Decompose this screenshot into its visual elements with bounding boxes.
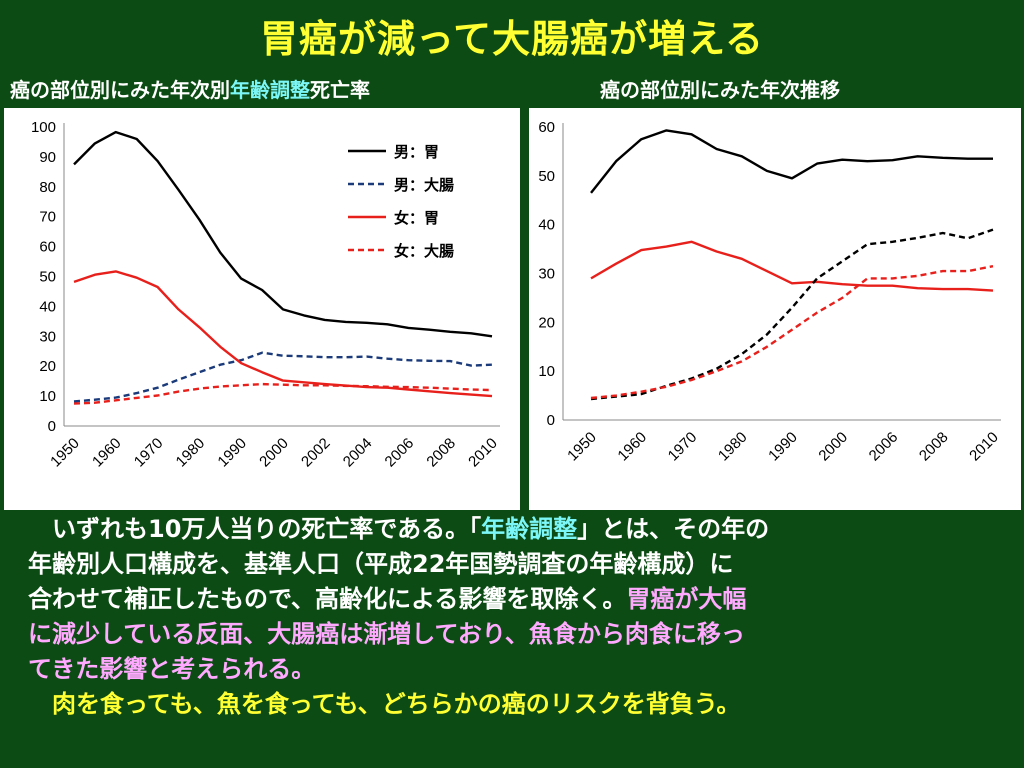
left-series-line-1	[73, 351, 493, 403]
left-subtitle-highlight: 年齢調整	[230, 78, 310, 102]
left-chart-subtitle: 癌の部位別にみた年次別年齢調整死亡率	[10, 74, 370, 103]
left-subtitle-prefix: 癌の部位別にみた年次別	[10, 78, 230, 102]
body-line-1-highlight: 年齢調整	[481, 515, 578, 543]
left-y-tick-label: 60	[39, 239, 56, 256]
right-y-tick-label: 10	[538, 363, 555, 380]
right-y-tick-label: 50	[538, 168, 555, 185]
left-x-tick-label: 1990	[214, 435, 250, 471]
left-legend-label: 女：胃	[394, 209, 439, 227]
left-series-line-3	[73, 382, 493, 405]
left-x-tick-label: 2000	[256, 435, 292, 471]
left-y-tick-label: 90	[39, 149, 56, 166]
right-x-tick-label: 2008	[916, 429, 952, 465]
right-x-tick-label: 1980	[715, 429, 751, 465]
right-y-tick-label: 30	[538, 266, 555, 283]
left-x-tick-label: 1980	[173, 435, 209, 471]
right-chart-panel: 0 10 20 30 40 50 60 1950 1960 1970 1980 1990 2000 200…	[529, 108, 1021, 510]
body-line-5: てきた影響と考えられる。	[28, 655, 316, 683]
right-x-tick-label: 1950	[564, 429, 600, 465]
right-series-line-3	[590, 265, 994, 400]
left-y-tick-label: 40	[39, 298, 56, 315]
body-line-2: 年齢別人口構成を、基準人口（平成22年国勢調査の年齢構成）に	[28, 550, 734, 578]
left-y-tick-label: 100	[31, 119, 56, 136]
right-series-line-2	[590, 228, 994, 401]
explanation-text: いずれも10万人当りの死亡率である。「年齢調整」とは、その年の 年齢別人口構成を…	[28, 512, 1008, 722]
slide-title: 胃癌が減って大腸癌が増える	[260, 17, 764, 61]
body-line-3: 合わせて補正したもので、高齢化による影響を取除く。胃癌が大幅	[28, 582, 1008, 617]
right-x-tick-label: 1970	[665, 429, 701, 465]
left-y-tick-label: 0	[48, 418, 56, 435]
body-line-1: いずれも10万人当りの死亡率である。「年齢調整」とは、その年の	[28, 512, 1008, 547]
left-y-tick-label: 70	[39, 209, 56, 226]
left-y-tick-label: 50	[39, 269, 56, 286]
right-x-tick-label: 1960	[614, 429, 650, 465]
left-x-tick-label: 2002	[298, 435, 334, 471]
left-y-tick-label: 20	[39, 358, 56, 375]
body-line-3-highlight: 胃癌が大幅	[626, 585, 747, 613]
left-x-tick-label: 1950	[47, 435, 83, 471]
body-indent	[28, 515, 52, 543]
right-x-tick-label: 1990	[765, 429, 801, 465]
right-x-tick-label: 2000	[815, 429, 851, 465]
right-y-tick-label: 40	[538, 217, 555, 234]
body-line-4: に減少している反面、大腸癌は漸増しており、魚食から肉食に移っ	[28, 620, 745, 648]
left-series-line-0	[73, 130, 493, 338]
left-legend-label: 女：大腸	[394, 242, 454, 260]
right-y-tick-label: 60	[538, 119, 555, 136]
left-x-tick-label: 2004	[340, 435, 376, 471]
left-line-chart: 0 10 20 30 40 50 60 70 80 90 100 1950 1960 1970 1980 19…	[31, 119, 501, 471]
right-chart-subtitle: 癌の部位別にみた年次推移	[600, 78, 840, 102]
body-line-1-c: 」とは、その年の	[577, 515, 770, 543]
left-x-tick-label: 2006	[382, 435, 418, 471]
right-y-tick-label: 0	[547, 412, 555, 429]
left-series-line-2	[73, 270, 493, 398]
left-x-tick-label: 1970	[131, 435, 167, 471]
left-subtitle-suffix: 死亡率	[310, 78, 370, 102]
left-y-tick-label: 30	[39, 328, 56, 345]
left-y-tick-label: 80	[39, 179, 56, 196]
body-line-6: 肉を食っても、魚を食っても、どちらかの癌のリスクを背負う。	[28, 690, 741, 718]
left-legend-label: 男：胃	[394, 143, 439, 161]
right-series-line-0	[590, 129, 993, 194]
left-y-tick-label: 10	[39, 388, 56, 405]
body-line-1-a: いずれも10万人当りの死亡率である。「	[52, 515, 482, 543]
left-x-tick-label: 2010	[465, 435, 501, 471]
right-line-chart: 0 10 20 30 40 50 60 1950 1960 1970 1980 1990 2000 200…	[538, 119, 1002, 465]
left-x-tick-label: 2008	[423, 435, 459, 471]
right-y-tick-label: 20	[538, 314, 555, 331]
right-x-tick-label: 2006	[866, 429, 902, 465]
left-legend-label: 男：大腸	[394, 176, 454, 194]
right-x-tick-label: 2010	[966, 429, 1002, 465]
body-line-3-a: 合わせて補正したもので、高齢化による影響を取除く。	[28, 585, 627, 613]
left-chart-panel: 0 10 20 30 40 50 60 70 80 90 100 1950 1960 1970 1980 19…	[4, 108, 520, 510]
right-series-line-1	[590, 240, 994, 292]
left-x-tick-label: 1960	[89, 435, 125, 471]
